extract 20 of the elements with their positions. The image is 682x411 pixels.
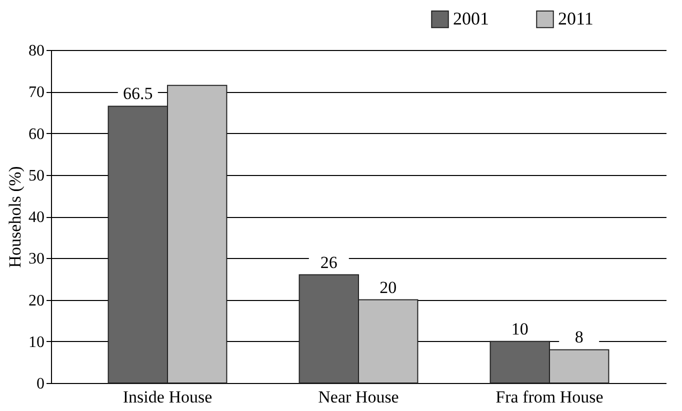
x-tick-label: Near House xyxy=(318,388,399,406)
x-tick-label: Inside House xyxy=(122,388,212,406)
y-tick-label: 70 xyxy=(28,84,44,102)
data-label: 66.5 xyxy=(123,84,153,104)
y-tick-label: 50 xyxy=(28,167,44,184)
y-tick-label: 40 xyxy=(28,209,44,226)
y-tick-label: 10 xyxy=(28,334,44,351)
data-label: 8 xyxy=(574,328,584,347)
x-tick-label: Fra from House xyxy=(496,388,604,406)
data-label: 10 xyxy=(511,319,528,338)
y-axis-title: Househols (%) xyxy=(6,166,24,268)
y-tick-label: 0 xyxy=(36,376,44,392)
y-tick-label: 20 xyxy=(28,292,44,310)
y-tick-label: 60 xyxy=(28,126,44,143)
y-tick-label: 80 xyxy=(28,42,44,60)
legend-label: 2001 xyxy=(453,8,489,28)
data-label: 26 xyxy=(320,252,338,272)
data-label: 20 xyxy=(380,278,397,297)
y-tick-label: 30 xyxy=(28,250,44,268)
legend-label: 2011 xyxy=(558,8,594,28)
